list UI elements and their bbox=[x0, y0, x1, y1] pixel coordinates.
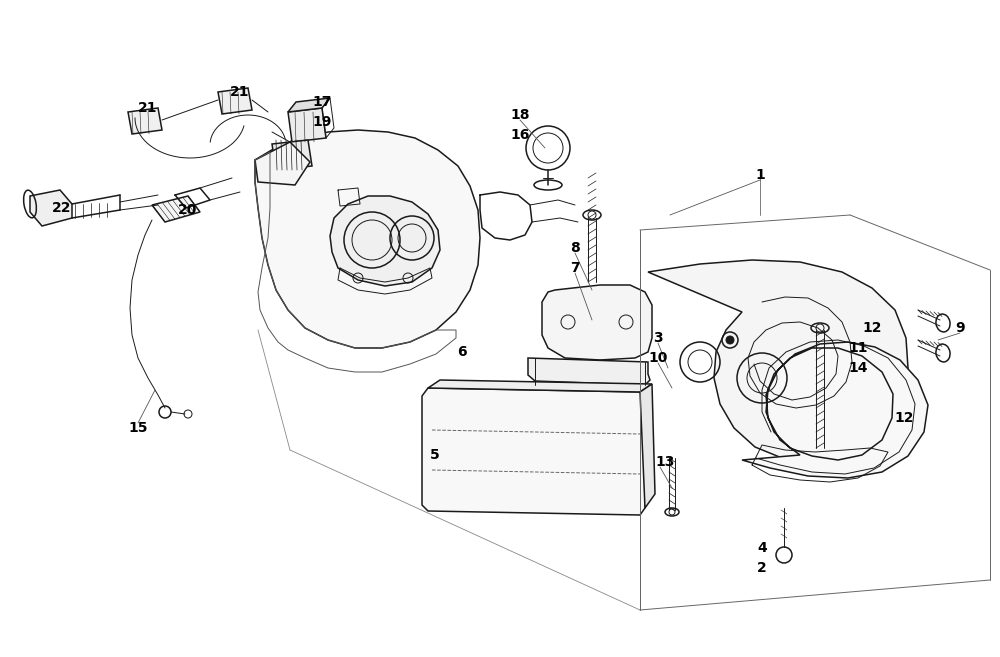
Text: 12: 12 bbox=[894, 411, 914, 425]
Text: 21: 21 bbox=[230, 85, 250, 99]
Text: 21: 21 bbox=[138, 101, 158, 115]
Text: 8: 8 bbox=[570, 241, 580, 255]
Polygon shape bbox=[528, 358, 650, 385]
Text: 7: 7 bbox=[570, 261, 580, 275]
Text: 6: 6 bbox=[457, 345, 467, 359]
Polygon shape bbox=[640, 384, 655, 508]
Polygon shape bbox=[218, 88, 252, 114]
Text: 3: 3 bbox=[653, 331, 663, 345]
Text: 5: 5 bbox=[430, 448, 440, 462]
Polygon shape bbox=[255, 142, 310, 185]
Polygon shape bbox=[742, 342, 928, 478]
Polygon shape bbox=[422, 388, 645, 515]
Polygon shape bbox=[152, 196, 200, 222]
Text: 9: 9 bbox=[955, 321, 965, 335]
Text: 17: 17 bbox=[312, 95, 332, 109]
Text: 4: 4 bbox=[757, 541, 767, 555]
Text: 22: 22 bbox=[52, 201, 72, 215]
Polygon shape bbox=[648, 260, 908, 460]
Polygon shape bbox=[128, 108, 162, 134]
Text: 11: 11 bbox=[848, 341, 868, 355]
Text: 13: 13 bbox=[655, 455, 675, 469]
Text: 18: 18 bbox=[510, 108, 530, 122]
Polygon shape bbox=[255, 130, 480, 348]
Text: 16: 16 bbox=[510, 128, 530, 142]
Text: 14: 14 bbox=[848, 361, 868, 375]
Text: 1: 1 bbox=[755, 168, 765, 182]
Polygon shape bbox=[30, 190, 72, 226]
Text: 12: 12 bbox=[862, 321, 882, 335]
Text: 15: 15 bbox=[128, 421, 148, 435]
Polygon shape bbox=[330, 196, 440, 286]
Polygon shape bbox=[272, 140, 312, 170]
Text: 19: 19 bbox=[312, 115, 332, 129]
Text: 10: 10 bbox=[648, 351, 668, 365]
Text: 2: 2 bbox=[757, 561, 767, 575]
Polygon shape bbox=[288, 98, 330, 112]
Circle shape bbox=[726, 336, 734, 344]
Text: 20: 20 bbox=[178, 203, 198, 217]
Polygon shape bbox=[428, 380, 652, 392]
Polygon shape bbox=[288, 108, 326, 142]
Polygon shape bbox=[542, 285, 652, 360]
